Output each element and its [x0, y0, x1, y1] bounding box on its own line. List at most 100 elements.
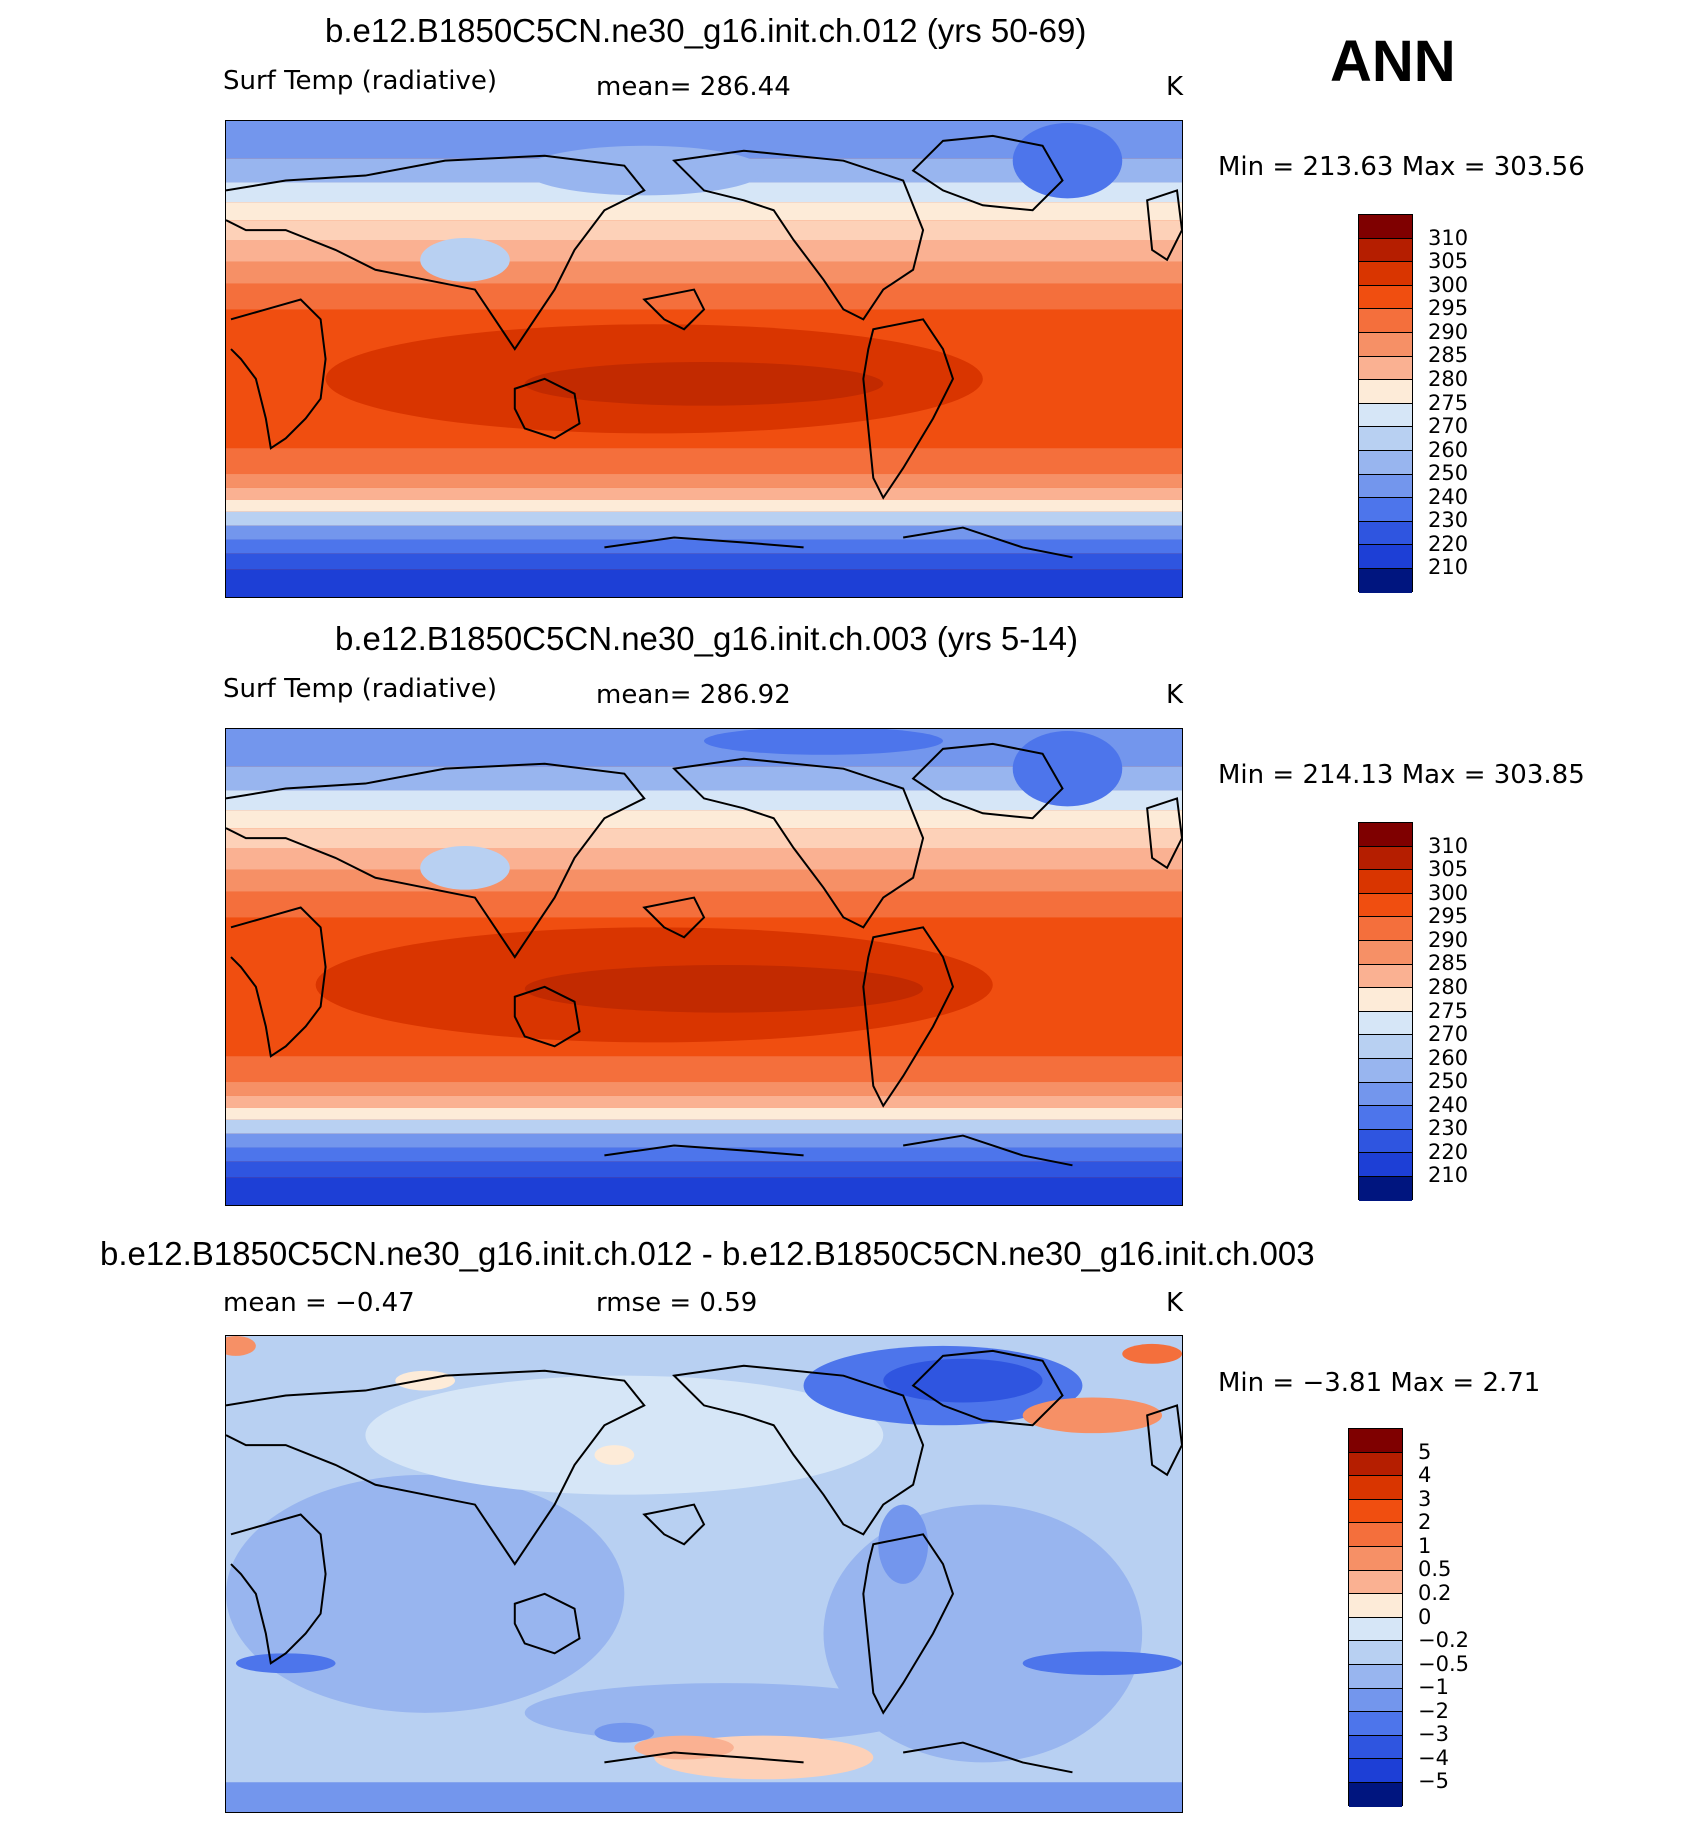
colorbar-swatch	[1349, 1782, 1402, 1807]
colorbar-swatch	[1359, 215, 1412, 239]
colorbar-label: −0.5	[1418, 1652, 1469, 1676]
panel-2-mean-label: mean= 286.92	[596, 680, 791, 710]
colorbar-label: 310	[1428, 834, 1469, 858]
colorbar-label: 210	[1428, 555, 1469, 579]
colorbar-label: 280	[1428, 367, 1469, 391]
colorbar-swatch	[1359, 1129, 1412, 1154]
colorbar-label: 1	[1418, 1534, 1432, 1558]
colorbar-swatch	[1349, 1476, 1402, 1500]
colorbar-label: 275	[1428, 391, 1469, 415]
colorbar-label: −1	[1418, 1675, 1449, 1699]
panel-3-map	[225, 1335, 1183, 1813]
colorbar-label: 230	[1428, 1116, 1469, 1140]
colorbar-swatch	[1359, 1011, 1412, 1036]
colorbar-swatch	[1349, 1664, 1402, 1689]
colorbar-label: 285	[1428, 343, 1469, 367]
colorbar-label: 4	[1418, 1463, 1432, 1487]
colorbar-label: 210	[1428, 1163, 1469, 1187]
colorbar-label: 250	[1428, 461, 1469, 485]
colorbar-swatch	[1359, 262, 1412, 286]
colorbar-label: 0.5	[1418, 1557, 1452, 1581]
colorbar-label: 300	[1428, 273, 1469, 297]
colorbar-swatch	[1359, 917, 1412, 941]
colorbar-swatch	[1359, 846, 1412, 871]
panel-3-title: b.e12.B1850C5CN.ne30_g16.init.ch.012 - b…	[100, 1235, 1315, 1272]
colorbar-swatch	[1349, 1546, 1402, 1571]
colorbar-swatch	[1349, 1499, 1402, 1524]
colorbar-swatch	[1359, 380, 1412, 404]
colorbar-label: 285	[1428, 951, 1469, 975]
panel-2-units-label: K	[1166, 680, 1184, 710]
colorbar-label: 260	[1428, 438, 1469, 462]
panel-1-map	[225, 120, 1183, 598]
season-label: ANN	[1330, 29, 1456, 94]
panel-3-rmse-label: rmse = 0.59	[596, 1288, 758, 1318]
colorbar-swatch	[1359, 521, 1412, 546]
colorbar-label: 250	[1428, 1069, 1469, 1093]
panel-2-title: b.e12.B1850C5CN.ne30_g16.init.ch.003 (yr…	[335, 620, 1078, 657]
colorbar-label: 220	[1428, 532, 1469, 556]
colorbar-swatch	[1359, 450, 1412, 475]
colorbar-swatch	[1359, 309, 1412, 333]
colorbar-label: 280	[1428, 975, 1469, 999]
colorbar-swatch	[1349, 1641, 1402, 1665]
colorbar-swatch	[1359, 964, 1412, 989]
colorbar-swatch	[1349, 1759, 1402, 1783]
panel-1-mean-label: mean= 286.44	[596, 72, 791, 102]
colorbar-label: −4	[1418, 1746, 1449, 1770]
colorbar-swatch	[1359, 238, 1412, 263]
colorbar-label: −2	[1418, 1699, 1449, 1723]
panel-1-minmax-label: Min = 213.63 Max = 303.56	[1218, 152, 1585, 182]
colorbar-swatch	[1359, 474, 1412, 499]
colorbar-label: −5	[1418, 1769, 1449, 1793]
colorbar-label: 295	[1428, 904, 1469, 928]
colorbar-swatch	[1349, 1735, 1402, 1760]
colorbar-swatch	[1359, 332, 1412, 357]
colorbar-label: 275	[1428, 999, 1469, 1023]
colorbar-swatch	[1359, 285, 1412, 310]
colorbar-label: 295	[1428, 296, 1469, 320]
panel-2-map	[225, 728, 1183, 1206]
colorbar-label: 310	[1428, 226, 1469, 250]
colorbar-label: 290	[1428, 928, 1469, 952]
colorbar-swatch	[1359, 940, 1412, 965]
colorbar-swatch	[1359, 545, 1412, 569]
colorbar-swatch	[1349, 1452, 1402, 1477]
colorbar-label: 305	[1428, 249, 1469, 273]
colorbar-swatch	[1359, 1082, 1412, 1107]
colorbar-swatch	[1359, 1058, 1412, 1083]
colorbar-swatch	[1349, 1594, 1402, 1618]
colorbar-swatch	[1359, 988, 1412, 1012]
colorbar-swatch	[1359, 893, 1412, 918]
colorbar-label: 305	[1428, 857, 1469, 881]
panel-1-units-label: K	[1166, 72, 1184, 102]
colorbar-swatch	[1359, 870, 1412, 894]
colorbar-swatch	[1359, 356, 1412, 381]
colorbar-label: 3	[1418, 1487, 1432, 1511]
panel-2-minmax-label: Min = 214.13 Max = 303.85	[1218, 760, 1585, 790]
colorbar-swatch	[1349, 1617, 1402, 1642]
colorbar-label: 300	[1428, 881, 1469, 905]
colorbar-label: 270	[1428, 414, 1469, 438]
colorbar-label: 5	[1418, 1440, 1432, 1464]
panel-3-mean-label: mean = −0.47	[223, 1288, 415, 1318]
colorbar-label: 240	[1428, 485, 1469, 509]
colorbar-label: 270	[1428, 1022, 1469, 1046]
colorbar-label: 0.2	[1418, 1581, 1452, 1605]
panel-3-units-label: K	[1166, 1288, 1184, 1318]
colorbar-swatch	[1349, 1688, 1402, 1713]
panel-1-title: b.e12.B1850C5CN.ne30_g16.init.ch.012 (yr…	[325, 12, 1087, 49]
colorbar-swatch	[1359, 1035, 1412, 1059]
panel-1-colorbar	[1358, 214, 1413, 593]
colorbar-label: 290	[1428, 320, 1469, 344]
colorbar-label: 220	[1428, 1140, 1469, 1164]
colorbar-swatch	[1359, 1106, 1412, 1130]
colorbar-label: −3	[1418, 1722, 1449, 1746]
colorbar-label: 260	[1428, 1046, 1469, 1070]
panel-1-variable-label: Surf Temp (radiative)	[223, 66, 498, 96]
colorbar-swatch	[1349, 1429, 1402, 1453]
colorbar-swatch	[1359, 568, 1412, 593]
panel-2-variable-label: Surf Temp (radiative)	[223, 674, 498, 704]
colorbar-swatch	[1349, 1523, 1402, 1547]
panel-3-minmax-label: Min = −3.81 Max = 2.71	[1218, 1368, 1541, 1398]
